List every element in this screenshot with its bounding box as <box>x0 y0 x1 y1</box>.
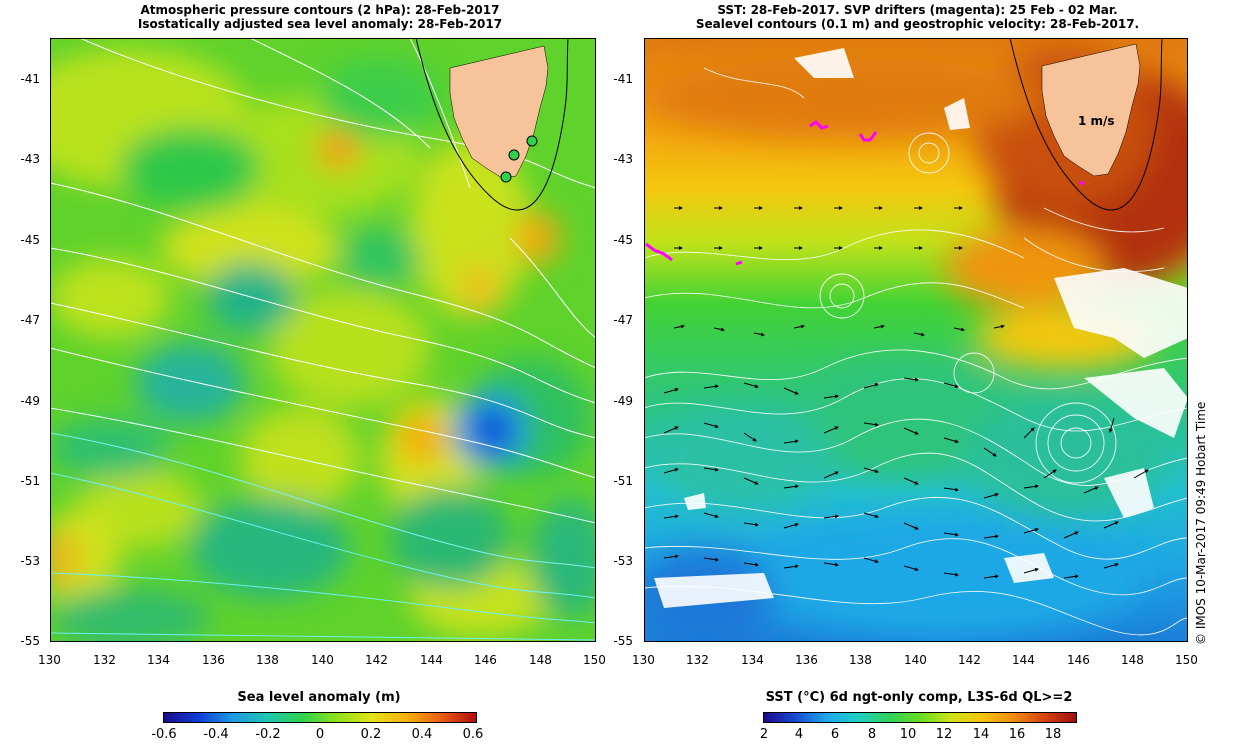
lon-tick: 140 <box>904 653 927 667</box>
colorbar-tick: 4 <box>794 727 804 742</box>
colorbar-tick: 10 <box>899 727 917 742</box>
lat-tick: -53 <box>20 554 40 568</box>
colorbar-tick: 0.4 <box>411 727 433 742</box>
credit-text: © IMOS 10-Mar-2017 09:49 Hobart Time <box>1194 401 1208 645</box>
colorbar-tick: 14 <box>972 727 990 742</box>
right-colorbar <box>763 712 1077 723</box>
left-colorbar-label: Sea level anomaly (m) <box>237 690 401 705</box>
right-title-line2: Sealevel contours (0.1 m) and geostrophi… <box>695 17 1140 31</box>
lon-tick: 148 <box>529 653 552 667</box>
right-title-line1: SST: 28-Feb-2017. SVP drifters (magenta)… <box>717 3 1118 17</box>
lat-tick: -53 <box>613 554 633 568</box>
tide-gauge-marker <box>500 171 512 183</box>
velocity-scale-label: 1 m/s <box>1078 114 1115 128</box>
colorbar-tick: 0 <box>315 727 325 742</box>
left-panel-title: Atmospheric pressure contours (2 hPa): 2… <box>40 3 600 31</box>
left-title-line1: Atmospheric pressure contours (2 hPa): 2… <box>140 3 500 17</box>
lat-tick: -45 <box>20 233 40 247</box>
lon-tick: 136 <box>795 653 818 667</box>
colorbar-tick: 16 <box>1008 727 1026 742</box>
lat-tick: -41 <box>613 72 633 86</box>
tide-gauge-marker <box>526 135 538 147</box>
lat-tick: -51 <box>20 474 40 488</box>
right-panel-title: SST: 28-Feb-2017. SVP drifters (magenta)… <box>630 3 1205 31</box>
lon-tick: 134 <box>147 653 170 667</box>
left-title-line2: Isostatically adjusted sea level anomaly… <box>137 17 503 31</box>
lon-tick: 130 <box>632 653 655 667</box>
lon-tick: 144 <box>1012 653 1035 667</box>
lon-tick: 132 <box>93 653 116 667</box>
lon-tick: 146 <box>1067 653 1090 667</box>
lon-tick: 144 <box>420 653 443 667</box>
lat-tick: -55 <box>20 634 40 648</box>
colorbar-tick: 8 <box>867 727 877 742</box>
lon-tick: 130 <box>38 653 61 667</box>
lat-tick: -45 <box>613 233 633 247</box>
lat-tick: -43 <box>20 152 40 166</box>
sst-map <box>644 38 1188 642</box>
velocity-arrows <box>663 206 1149 579</box>
colorbar-tick: 12 <box>935 727 953 742</box>
colorbar-tick: -0.2 <box>255 727 281 742</box>
lat-tick: -47 <box>20 313 40 327</box>
lon-tick: 138 <box>849 653 872 667</box>
colorbar-tick: -0.6 <box>151 727 177 742</box>
sea-level-anomaly-map <box>50 38 596 642</box>
tasmania-land <box>449 45 549 179</box>
lat-tick: -55 <box>613 634 633 648</box>
lon-tick: 138 <box>256 653 279 667</box>
lon-tick: 146 <box>474 653 497 667</box>
lat-tick: -47 <box>613 313 633 327</box>
lat-tick: -49 <box>613 394 633 408</box>
colorbar-tick: 0.2 <box>360 727 382 742</box>
lon-tick: 150 <box>583 653 606 667</box>
colorbar-tick: 0.6 <box>462 727 484 742</box>
lat-tick: -41 <box>20 72 40 86</box>
lat-tick: -49 <box>20 394 40 408</box>
left-colorbar <box>163 712 477 723</box>
lon-tick: 148 <box>1121 653 1144 667</box>
colorbar-tick: 2 <box>759 727 769 742</box>
lon-tick: 136 <box>202 653 225 667</box>
colorbar-tick: -0.4 <box>203 727 229 742</box>
tasmania-land-sst <box>1041 43 1141 177</box>
colorbar-tick: 6 <box>830 727 840 742</box>
lon-tick: 140 <box>311 653 334 667</box>
lon-tick: 132 <box>686 653 709 667</box>
tide-gauge-marker <box>508 149 520 161</box>
svp-drifter-tracks <box>645 120 1085 266</box>
colorbar-tick: 18 <box>1044 727 1062 742</box>
lon-tick: 150 <box>1175 653 1198 667</box>
lat-tick: -51 <box>613 474 633 488</box>
lon-tick: 142 <box>365 653 388 667</box>
right-colorbar-label: SST (°C) 6d ngt-only comp, L3S-6d QL>=2 <box>765 690 1073 705</box>
lon-tick: 142 <box>958 653 981 667</box>
lon-tick: 134 <box>741 653 764 667</box>
lat-tick: -43 <box>613 152 633 166</box>
